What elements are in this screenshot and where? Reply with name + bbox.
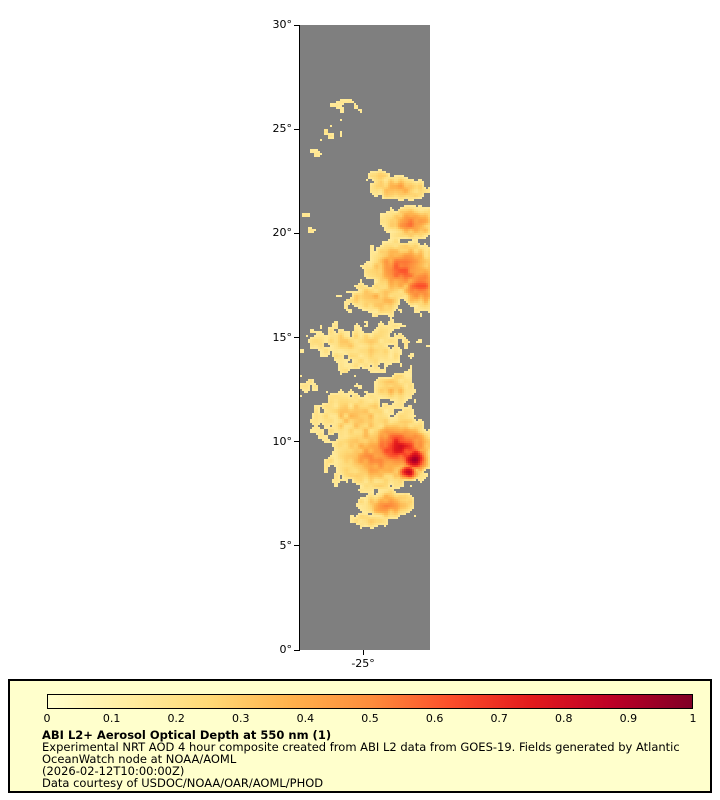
colorbar-tick-label: 0.6 [425,712,444,725]
colorbar [47,694,693,709]
latitude-tick-label: 15° [272,330,293,344]
caption-timestamp: (2026-02-12T10:00:00Z) [42,764,185,778]
latitude-tick-mark [294,128,299,130]
latitude-tick-mark [294,441,299,443]
latitude-tick-mark [294,545,299,547]
longitude-tick-label: -25° [351,657,375,670]
caption-block: ABI L2+ Aerosol Optical Depth at 550 nm … [42,729,680,789]
latitude-tick-mark [294,232,299,234]
latitude-tick-mark [294,337,299,338]
colorbar-tick-label: 0.5 [361,712,379,725]
longitude-tick-mark [363,650,365,655]
latitude-axis-line [299,25,300,651]
latitude-tick-mark [294,649,299,651]
caption-title: ABI L2+ Aerosol Optical Depth at 550 nm … [42,728,332,742]
colorbar-tick-label: 0.8 [555,712,573,725]
legend-box: 0 0.1 0.2 0.3 0.4 0.5 0.6 0.7 0.8 0.9 1 ABI L2+ Ae… [8,679,712,793]
colorbar-tick-label: 0.4 [296,712,315,725]
aod-map-canvas [300,25,430,650]
colorbar-tick-label: 0 [43,712,51,725]
latitude-tick-label: 10° [272,434,293,448]
latitude-tick-label: 30° [272,18,293,31]
caption-subtitle-line1: Experimental NRT AOD 4 hour composite cr… [42,740,680,754]
latitude-tick-label: 25° [272,122,293,136]
colorbar-tick-label: 0.9 [619,712,638,725]
latitude-tick-mark [294,24,299,26]
colorbar-tick-label: 1 [689,712,697,725]
caption-subtitle-line2: OceanWatch node at NOAA/AOML [42,752,237,766]
colorbar-tick-label: 0.7 [490,712,508,725]
latitude-tick-label: 0° [279,643,293,656]
caption-credit: Data courtesy of USDOC/NOAA/OAR/AOML/PHO… [42,776,324,790]
colorbar-tick-label: 0.1 [102,712,121,725]
latitude-tick-label: 20° [272,226,293,240]
colorbar-tick-label: 0.2 [167,712,185,725]
latitude-tick-label: 5° [279,538,293,552]
colorbar-tick-label: 0.3 [232,712,250,725]
colorbar-tick-labels: 0 0.1 0.2 0.3 0.4 0.5 0.6 0.7 0.8 0.9 1 [43,712,697,726]
